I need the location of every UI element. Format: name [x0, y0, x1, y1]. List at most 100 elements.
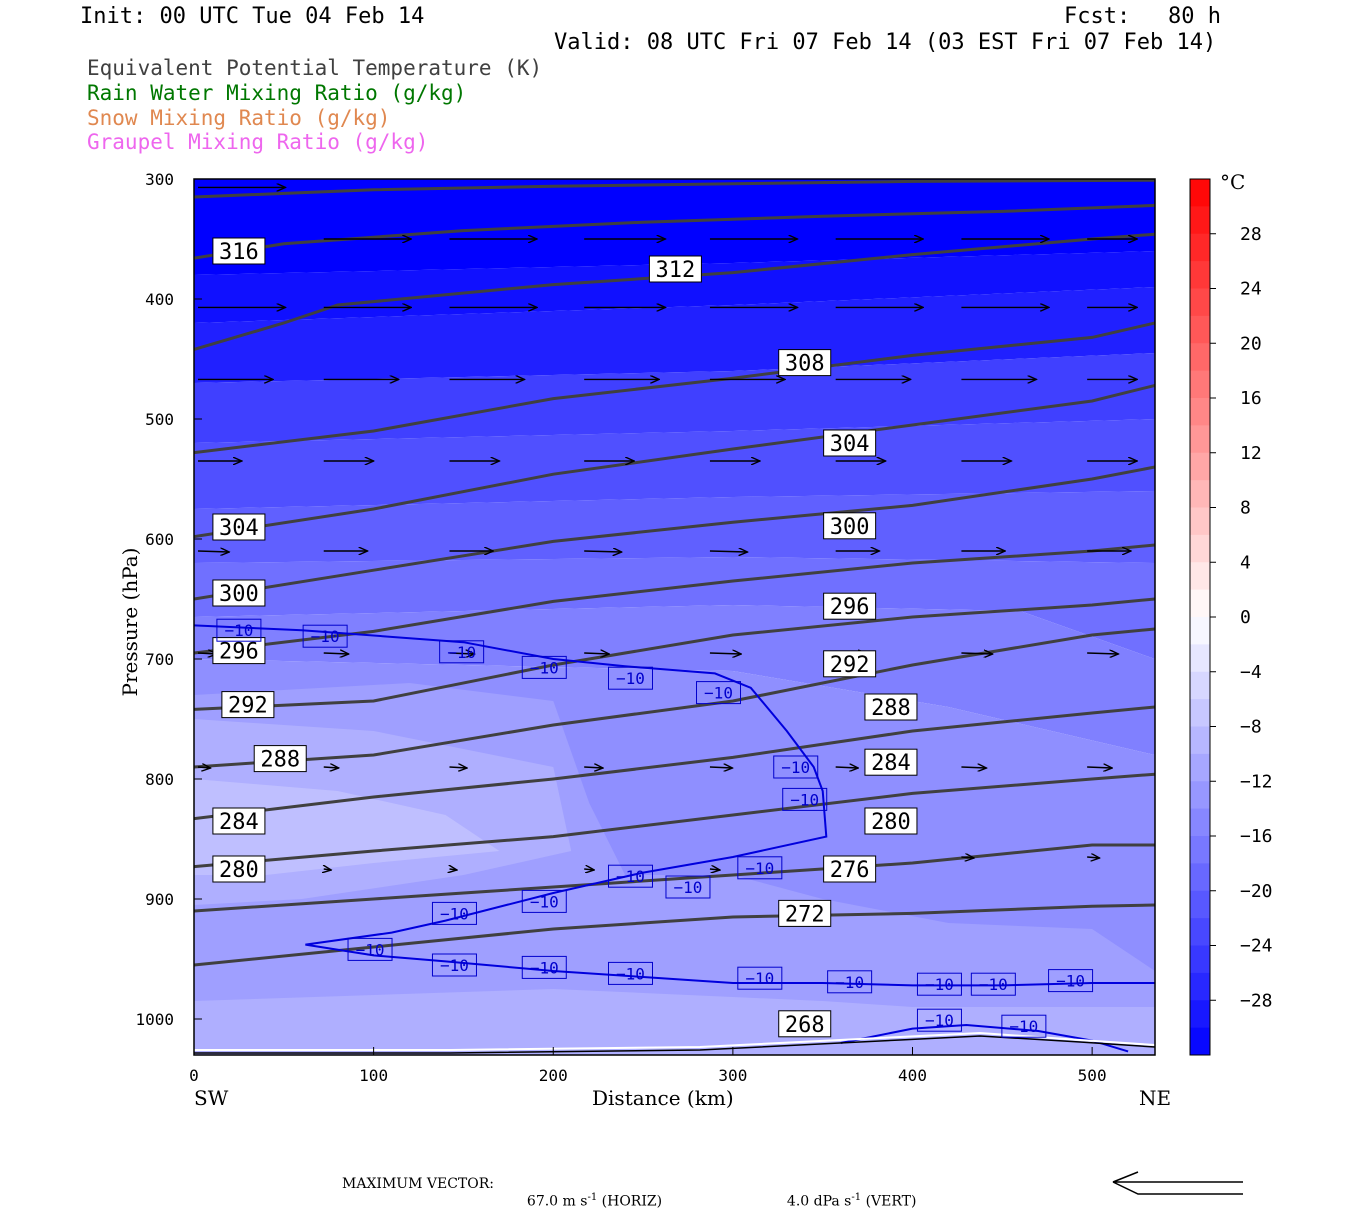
colorbar-segment-22: [1190, 781, 1210, 810]
temperature-band-7: [194, 605, 1155, 755]
colorbar-segment-8: [1190, 398, 1210, 426]
temp-label-box-6: [773, 755, 819, 779]
theta-e-label-5: 300: [830, 515, 870, 540]
temp-label-15: −10: [530, 958, 559, 977]
colorbar-segment-27: [1190, 918, 1210, 946]
y-tick-label-500: 500: [145, 410, 174, 429]
temp-minus10-upper: [194, 624, 1155, 987]
theta-e-label-box-17: [212, 855, 266, 883]
x-tick-label-400: 400: [898, 1066, 927, 1085]
theta-e-label-box-15: [212, 807, 266, 835]
temp-label-box-1: [302, 624, 348, 648]
temp-label-14: −10: [440, 956, 469, 975]
theta-e-label-box-16: [823, 855, 877, 883]
temp-label-box-20: [970, 972, 1016, 996]
x-tick-label-300: 300: [718, 1066, 747, 1085]
wind-vector-55: [1087, 767, 1112, 768]
colorbar-segment-20: [1190, 726, 1210, 755]
theta-e-272: [194, 843, 1155, 913]
theta-e-276: [194, 772, 1155, 869]
max-vector-vert-value: 4.0 dPa s: [786, 1193, 852, 1210]
theta-e-308: [194, 232, 1155, 351]
wind-vector-50: [449, 767, 467, 768]
colorbar-segment-9: [1190, 425, 1210, 454]
colorbar-segment-29: [1190, 972, 1210, 1001]
theta-e-label-13: 288: [260, 748, 300, 773]
colorbar-tick-label-13: −24: [1240, 936, 1273, 957]
temp-label-7: −10: [790, 790, 819, 809]
temp-label-17: −10: [745, 969, 774, 988]
theta-e-label-box-19: [778, 1010, 832, 1038]
colorbar-tick-label-1: 24: [1240, 279, 1262, 300]
colorbar: 28 24 20 16 12 8 4 0 −4 −8 −12 −16 −20 −24 −28: [1189, 178, 1273, 1056]
temp-label-18: −10: [835, 973, 864, 992]
temp-label-20: −10: [979, 975, 1008, 994]
theta-e-label-11: 292: [228, 694, 268, 719]
valid-time: Valid: 08 UTC Fri 07 Feb 14 (03 EST Fri …: [554, 30, 1217, 55]
temp-label-box-19: [916, 972, 962, 996]
temp-label-0: −10: [224, 621, 253, 640]
theta-e-label-box-1: [648, 255, 702, 283]
wind-vector-57: [449, 869, 457, 870]
temp-label-box-3: [521, 655, 567, 679]
wind-vector-56: [324, 869, 332, 870]
ne-label: NE: [1139, 1086, 1172, 1110]
temp-label-13: −10: [356, 940, 385, 959]
colorbar-tick-label-6: 4: [1240, 552, 1251, 573]
theta-e-label-box-4: [212, 513, 266, 541]
temp-label-box-21: [1048, 969, 1094, 993]
temp-label-4: −10: [616, 669, 645, 688]
colorbar-tick-label-14: −28: [1240, 990, 1273, 1011]
theta-e-label-box-13: [253, 745, 307, 773]
colorbar-segment-7: [1190, 370, 1210, 399]
temp-label-box-16: [607, 961, 653, 985]
temp-label-box-22: [916, 1008, 962, 1032]
colorbar-segment-14: [1190, 562, 1210, 591]
plot-frame: [193, 178, 1156, 1056]
colorbar-segment-18: [1190, 671, 1210, 700]
temperature-band-0: [194, 179, 1155, 275]
colorbar-segment-13: [1190, 534, 1210, 563]
terrain-surface: [194, 1035, 1155, 1054]
wind-vector-35: [584, 551, 622, 552]
theta-e-label-19: 268: [785, 1013, 825, 1038]
wind-vector-43: [584, 653, 609, 654]
temp-label-5: −10: [704, 684, 733, 703]
theta-e-label-box-12: [864, 748, 918, 776]
colorbar-segment-11: [1190, 480, 1210, 508]
colorbar-segment-30: [1190, 1000, 1210, 1029]
y-tick-label-1000: 1000: [135, 1010, 174, 1029]
wind-vector-41: [323, 653, 349, 654]
theta-e-label-14: 280: [871, 810, 911, 835]
max-vector-horiz: 67.0 m s-1 (HORIZ): [518, 1176, 662, 1210]
theta-e-label-0: 316: [219, 240, 259, 265]
theta-e-288: [194, 597, 1155, 711]
theta-e-label-box-10: [864, 693, 918, 721]
init-time: Init: 00 UTC Tue 04 Feb 14: [80, 4, 425, 29]
temp-label-1: −10: [311, 627, 340, 646]
reference-vector-arrow: [1112, 1171, 1243, 1195]
temp-label-box-9: [665, 875, 711, 899]
max-vector-horiz-value: 67.0 m s: [526, 1193, 588, 1210]
theta-e-label-box-11: [221, 691, 275, 719]
wind-vector-32: [197, 551, 229, 552]
colorbar-segment-17: [1190, 644, 1210, 673]
theta-e-label-box-14: [864, 807, 918, 835]
temp-label-box-13: [347, 937, 393, 961]
wind-vector-36: [709, 551, 748, 552]
temp-label-3: −10: [530, 658, 559, 677]
wind-vector-52: [709, 767, 733, 768]
terrain-line: [194, 1031, 1155, 1054]
y-tick-label-700: 700: [145, 650, 174, 669]
legend-rain-water: Rain Water Mixing Ratio (g/kg): [87, 81, 467, 105]
colorbar-unit: °C: [1220, 170, 1246, 194]
y-tick-label-800: 800: [145, 770, 174, 789]
temp-label-9: −10: [674, 878, 703, 897]
wind-vectors: [197, 187, 1137, 870]
theta-e-label-7: 300: [219, 582, 259, 607]
x-tick-label-100: 100: [359, 1066, 388, 1085]
axes: 300 400 500 600 700 800 900 1000 0 100 200 300 400 50…: [135, 170, 1106, 1085]
theta-e-contours: [194, 179, 1155, 967]
colorbar-tick-label-10: −12: [1240, 771, 1273, 792]
